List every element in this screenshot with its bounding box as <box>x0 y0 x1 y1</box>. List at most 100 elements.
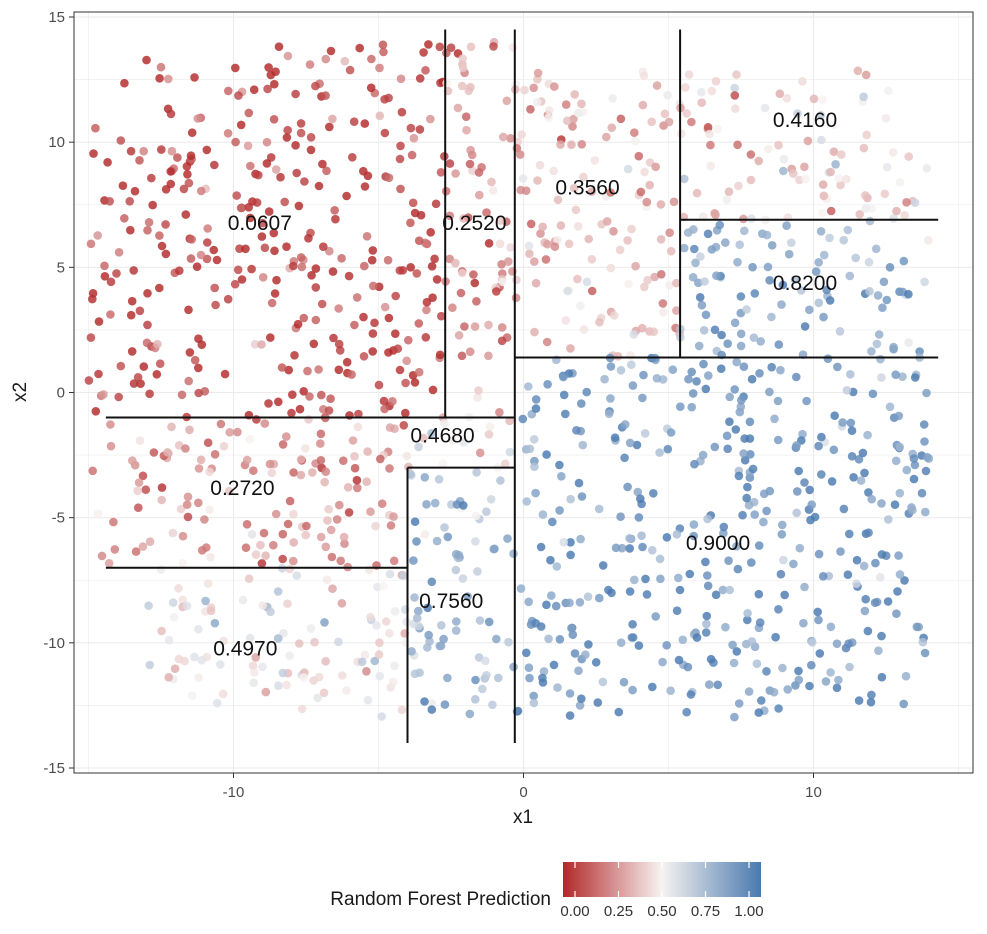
data-point <box>763 262 773 272</box>
data-point <box>178 558 188 568</box>
data-point <box>236 203 246 213</box>
data-point <box>481 656 490 666</box>
data-point <box>530 327 539 337</box>
data-point <box>895 488 905 498</box>
data-point <box>739 449 748 458</box>
data-point <box>909 474 919 484</box>
data-point <box>623 164 633 174</box>
data-point <box>472 297 481 306</box>
data-point <box>587 254 597 264</box>
data-point <box>410 669 420 679</box>
data-point <box>846 418 856 428</box>
data-point <box>401 408 410 418</box>
data-point <box>452 617 461 626</box>
data-point <box>421 333 431 342</box>
data-point <box>663 90 672 100</box>
data-point <box>169 612 179 622</box>
data-point <box>435 42 445 52</box>
data-point <box>888 148 898 157</box>
data-point <box>531 278 541 288</box>
data-point <box>543 239 552 249</box>
data-point <box>777 300 786 309</box>
data-point <box>371 521 380 531</box>
data-point <box>778 520 787 530</box>
data-point <box>787 238 796 247</box>
data-point <box>882 162 892 172</box>
data-point <box>574 666 583 675</box>
data-point <box>535 160 545 170</box>
data-point <box>157 241 167 251</box>
data-point <box>285 496 295 506</box>
data-point <box>470 322 480 331</box>
data-point <box>755 369 764 378</box>
data-point <box>349 117 359 126</box>
data-point <box>311 283 321 292</box>
data-point <box>865 216 875 226</box>
data-point <box>800 478 809 487</box>
data-point <box>187 235 196 244</box>
data-point <box>634 151 644 161</box>
data-point <box>544 634 553 644</box>
data-point <box>687 402 696 412</box>
data-point <box>553 683 562 692</box>
data-point <box>690 459 699 469</box>
data-point <box>582 277 592 287</box>
data-point <box>374 650 384 659</box>
data-point <box>326 525 336 535</box>
data-point <box>138 471 148 481</box>
data-point <box>478 684 487 694</box>
data-point <box>834 675 843 685</box>
data-point <box>473 393 483 402</box>
data-point <box>135 436 145 445</box>
data-point <box>792 372 801 382</box>
data-point <box>530 257 539 266</box>
data-point <box>765 387 774 397</box>
data-point <box>698 212 708 221</box>
data-point <box>145 660 155 670</box>
data-point <box>223 294 233 304</box>
data-point <box>555 460 564 470</box>
data-point <box>842 386 852 395</box>
data-point <box>505 416 514 426</box>
data-point <box>133 373 143 382</box>
data-point <box>776 569 786 579</box>
data-point <box>410 593 419 602</box>
data-point <box>283 599 292 608</box>
data-point <box>297 704 307 714</box>
data-point <box>385 423 395 432</box>
data-point <box>484 617 494 627</box>
data-point <box>170 664 180 673</box>
data-point <box>845 529 854 539</box>
data-point <box>129 379 139 388</box>
data-point <box>271 165 281 174</box>
data-point <box>327 552 337 562</box>
data-point <box>529 698 539 708</box>
data-point <box>716 364 726 374</box>
data-point <box>127 296 137 306</box>
data-point <box>651 162 660 172</box>
data-point <box>639 71 649 80</box>
data-point <box>261 687 271 697</box>
data-point <box>723 444 732 454</box>
data-point <box>517 130 526 139</box>
data-point <box>203 438 213 448</box>
data-point <box>533 75 542 84</box>
data-point <box>183 492 193 502</box>
data-point <box>579 172 588 182</box>
data-point <box>746 150 756 159</box>
data-point <box>525 444 535 454</box>
data-point <box>756 337 765 346</box>
data-point <box>775 89 785 98</box>
data-point <box>342 686 351 695</box>
data-point <box>924 236 933 245</box>
data-point <box>225 428 234 437</box>
data-point <box>472 468 481 477</box>
data-point <box>185 348 195 357</box>
data-point <box>497 323 507 332</box>
data-point <box>891 456 901 466</box>
data-point <box>380 95 389 104</box>
data-point <box>402 451 412 461</box>
data-point <box>223 129 233 138</box>
data-point <box>769 687 779 697</box>
data-point <box>747 637 757 646</box>
